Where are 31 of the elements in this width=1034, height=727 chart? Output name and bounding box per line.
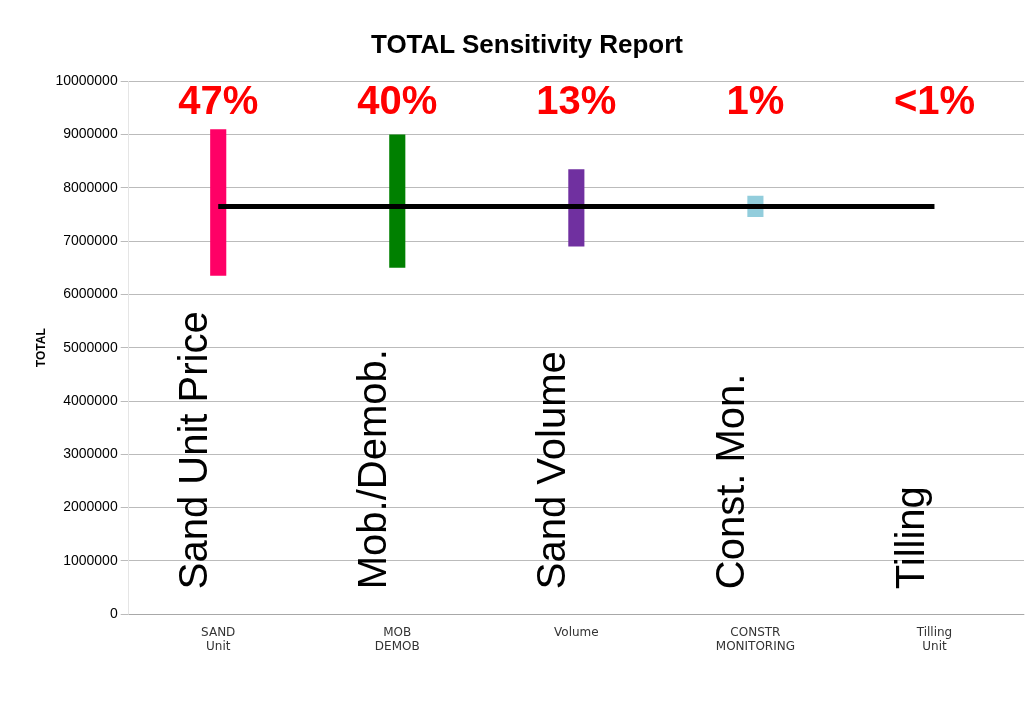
y-tick-label: 4000000 [63,391,118,408]
annotation: Sand Volume [529,351,574,590]
y-tick-label: 5000000 [63,338,118,355]
bar [210,129,227,276]
annotation: 1% [726,78,785,123]
y-tick-label: 10000000 [55,72,118,89]
y-tick-label: 6000000 [63,285,118,302]
y-tick-label: 8000000 [63,178,118,195]
chart-title: TOTAL Sensitivity Report [370,28,684,59]
y-tick-label: 1000000 [63,551,118,568]
y-axis-title: TOTAL [33,328,48,368]
annotation: 40% [357,78,438,123]
y-tick-label: 2000000 [63,498,118,515]
x-tick-label: Volume [554,624,599,639]
x-tick-label: MOB DEMOB [374,624,420,653]
annotation: Tilling [887,486,932,590]
annotation: 47% [178,78,259,123]
annotation: Const. Mon. [708,373,753,590]
annotation: Mob./Demob. [350,349,395,590]
y-tick-label: 7000000 [63,231,118,248]
bar [568,169,585,247]
x-tick-label: Tilling Unit [915,624,953,653]
annotation: 13% [536,78,617,123]
y-tick-label: 0 [109,605,118,622]
y-tick-label: 9000000 [63,125,118,142]
y-tick-label: 3000000 [63,445,118,462]
x-tick-label: SAND Unit [201,624,236,653]
bar [389,134,406,268]
x-tick-label: CONSTR MONITORING [715,624,796,653]
annotation: Sand Unit Price [171,311,216,590]
annotation: <1% [893,78,976,123]
